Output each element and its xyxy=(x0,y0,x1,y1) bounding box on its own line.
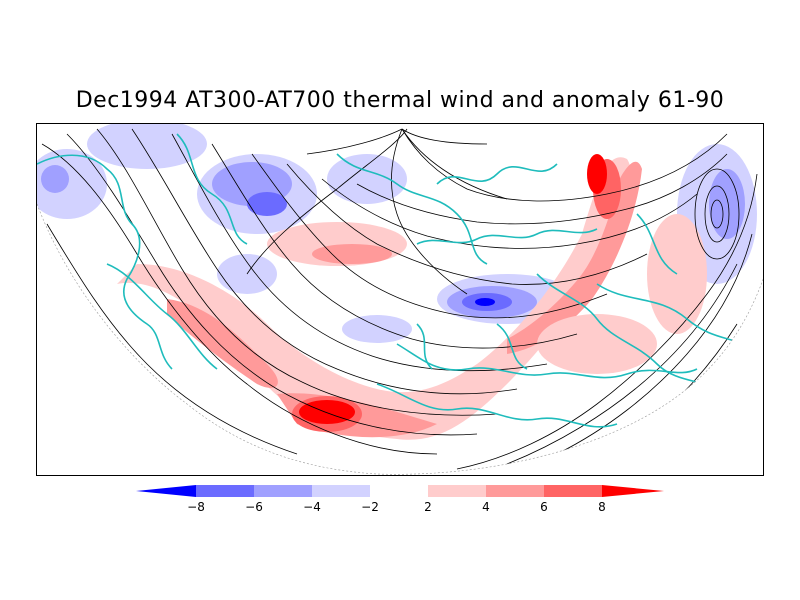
colorbar-bin xyxy=(428,485,486,497)
colorbar-bin xyxy=(254,485,312,497)
colorbar-arrow-min xyxy=(136,485,196,497)
hemisphere-boundary xyxy=(37,203,763,475)
colorbar-label: −6 xyxy=(245,500,263,514)
colorbar-bin xyxy=(486,485,544,497)
anomaly-map xyxy=(37,124,763,475)
colorbar-bin xyxy=(544,485,602,497)
map-panel xyxy=(36,123,764,476)
colorbar-label: −8 xyxy=(187,500,205,514)
colorbar-label: 4 xyxy=(482,500,490,514)
colorbar-bin xyxy=(370,485,428,497)
colorbar-arrow-max xyxy=(602,485,664,497)
colorbar-label: −4 xyxy=(303,500,321,514)
colorbar-label: 6 xyxy=(540,500,548,514)
colorbar-bin xyxy=(312,485,370,497)
colorbar-label: 8 xyxy=(598,500,606,514)
colorbar-bin xyxy=(196,485,254,497)
coastlines xyxy=(37,133,758,428)
colorbar xyxy=(136,485,664,497)
colorbar-label: −2 xyxy=(361,500,379,514)
map-title: Dec1994 AT300-AT700 thermal wind and ano… xyxy=(75,88,725,113)
colorbar-label: 2 xyxy=(424,500,432,514)
